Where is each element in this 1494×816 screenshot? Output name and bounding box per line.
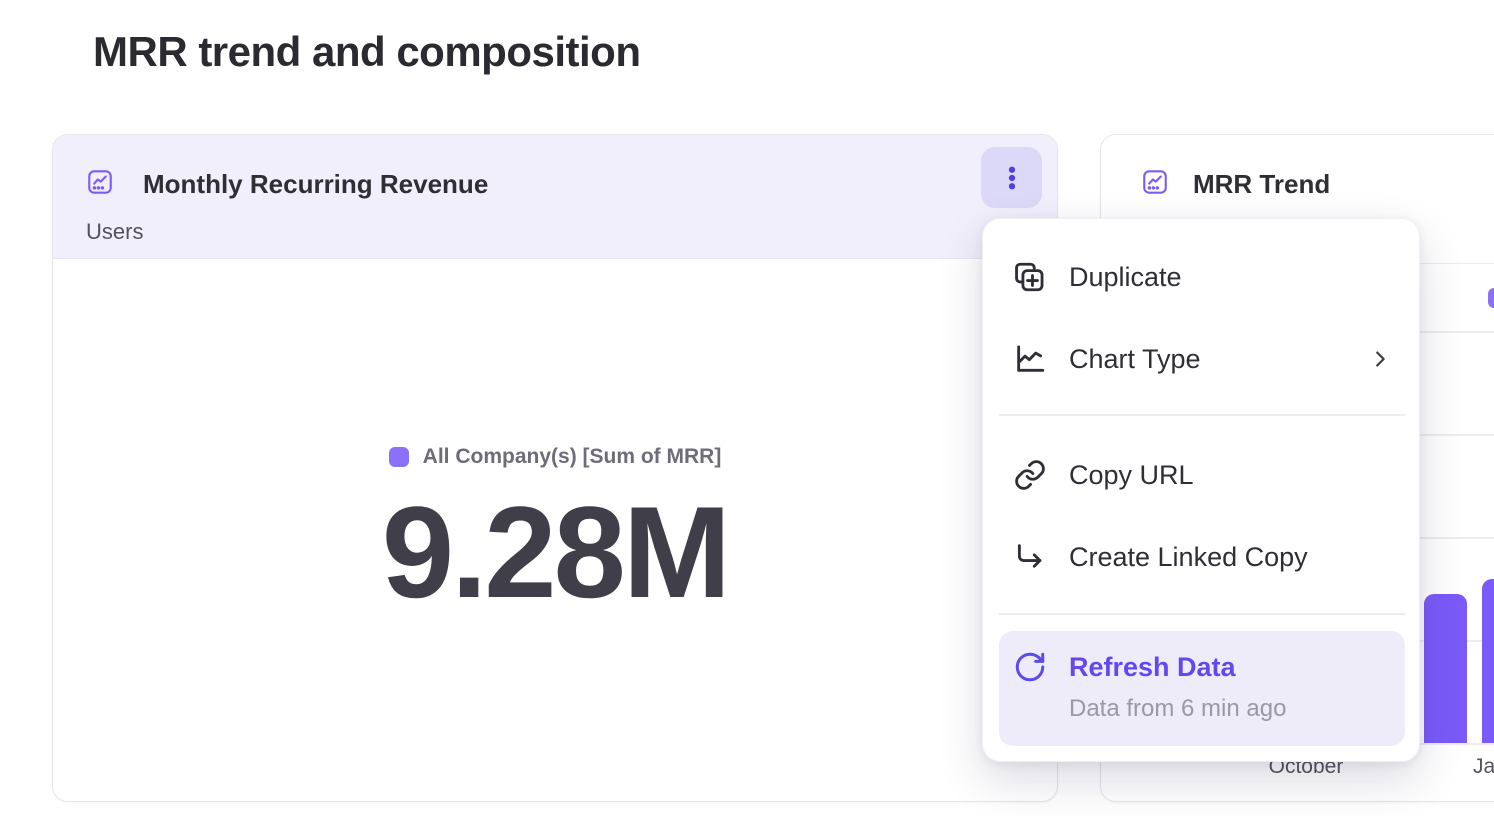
mrr-card-title: Monthly Recurring Revenue	[143, 169, 489, 199]
card-menu-button[interactable]	[981, 147, 1042, 208]
menu-item-duplicate[interactable]: Duplicate	[999, 247, 1405, 307]
menu-item-label: Create Linked Copy	[1069, 541, 1308, 572]
menu-divider	[999, 414, 1405, 416]
linked-copy-arrow-icon	[1013, 540, 1047, 574]
menu-divider	[999, 613, 1405, 615]
duplicate-icon	[1013, 260, 1047, 294]
refresh-icon	[1013, 650, 1047, 684]
x-tick-january: Ja	[1473, 755, 1494, 778]
link-icon	[1013, 458, 1047, 492]
kpi-legend: All Company(s) [Sum of MRR]	[53, 445, 1057, 469]
kebab-menu-icon	[997, 163, 1027, 193]
chart-widget-icon	[86, 168, 114, 196]
mrr-trend-card-title: MRR Trend	[1193, 169, 1331, 199]
menu-item-label: Chart Type	[1069, 343, 1201, 374]
trend-legend-swatch	[1488, 288, 1494, 308]
mrr-card: Monthly Recurring Revenue Users All Comp…	[52, 134, 1058, 802]
card-context-menu: Duplicate Chart Type Copy URL	[982, 218, 1420, 762]
bar-january	[1482, 579, 1494, 743]
refresh-data-age: Data from 6 min ago	[1069, 695, 1287, 722]
page-title: MRR trend and composition	[93, 28, 641, 75]
menu-item-copy-url[interactable]: Copy URL	[999, 445, 1405, 505]
menu-item-refresh-data[interactable]: Refresh Data Data from 6 min ago	[999, 631, 1405, 746]
menu-item-label: Copy URL	[1069, 459, 1194, 490]
menu-item-create-linked-copy[interactable]: Create Linked Copy	[999, 527, 1405, 587]
bar-october	[1424, 594, 1467, 743]
kpi-value: 9.28M	[381, 479, 731, 625]
kpi-legend-swatch	[388, 447, 409, 467]
mrr-card-subtitle: Users	[86, 219, 144, 244]
refresh-data-label: Refresh Data	[1069, 651, 1236, 682]
chevron-right-icon	[1369, 348, 1391, 370]
menu-item-label: Duplicate	[1069, 261, 1182, 292]
menu-item-chart-type[interactable]: Chart Type	[999, 329, 1405, 389]
chart-widget-icon	[1141, 168, 1169, 196]
kpi-legend-label: All Company(s) [Sum of MRR]	[422, 445, 722, 468]
mrr-card-header: Monthly Recurring Revenue Users	[53, 135, 1057, 259]
chart-type-icon	[1013, 342, 1047, 376]
